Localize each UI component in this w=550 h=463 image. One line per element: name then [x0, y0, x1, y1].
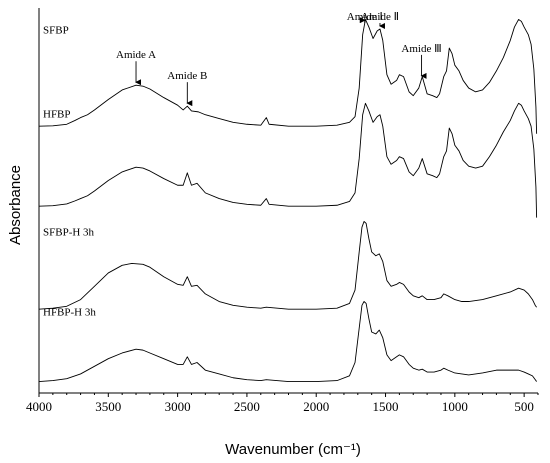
- series-label-3: SFBP-H 3h: [43, 226, 95, 238]
- x-tick-label-3500: 3500: [95, 399, 121, 414]
- x-tick-label-2500: 2500: [234, 399, 260, 414]
- series-line-3: [38, 221, 537, 310]
- series-line-1: [38, 18, 538, 134]
- series-label-1: SFBP: [43, 24, 69, 36]
- series-line-4: [38, 301, 537, 383]
- annotation-label-2: Amide B: [167, 70, 207, 82]
- series-lines: [38, 18, 538, 383]
- annotation-label-5: Amide Ⅲ: [401, 43, 441, 55]
- series-labels: SFBP HFBP SFBP-H 3h HFBP-H 3h: [43, 24, 96, 318]
- x-tick-label-4000: 4000: [26, 399, 52, 414]
- x-tick-label-1000: 1000: [442, 399, 468, 414]
- x-tick-label-500: 500: [514, 399, 534, 414]
- x-tick-label-1500: 1500: [373, 399, 399, 414]
- x-axis-title: Wavenumber (cm⁻¹): [225, 441, 361, 458]
- y-axis-title: Absorbance: [7, 165, 24, 245]
- x-tick-label-2000: 2000: [303, 399, 329, 414]
- x-tick-label-3000: 3000: [165, 399, 191, 414]
- series-line-2: [38, 102, 538, 218]
- series-label-4: HFBP-H 3h: [43, 307, 96, 319]
- annotation-label-1: Amide A: [116, 49, 156, 61]
- x-axis: 4000 3500 3000 2500 2000 1500 1000 500: [26, 392, 539, 414]
- annotation-label-3: Amide Ⅰ: [347, 11, 383, 23]
- series-label-2: HFBP: [43, 108, 71, 120]
- annotation-label-4: Amide Ⅱ: [361, 11, 399, 23]
